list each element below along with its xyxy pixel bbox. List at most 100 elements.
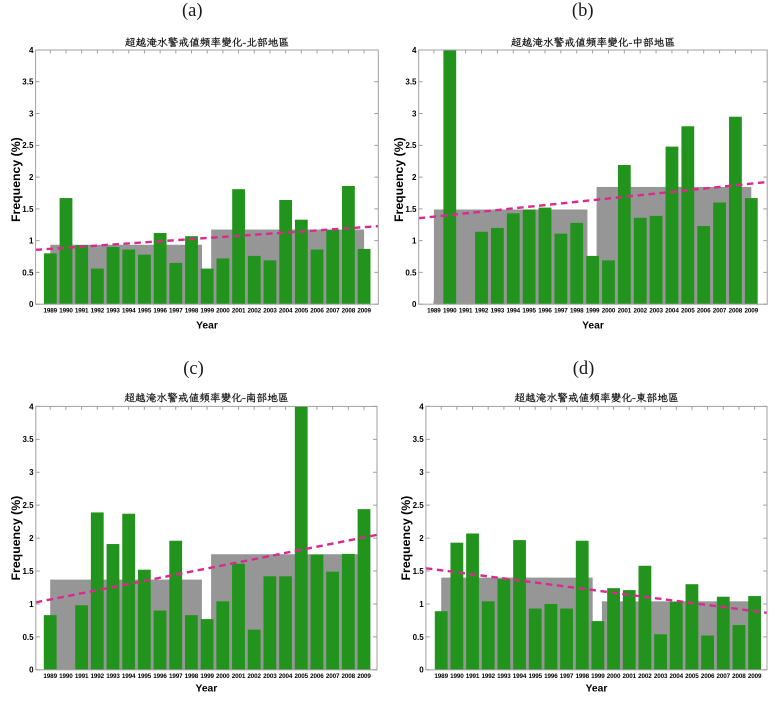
svg-text:1995: 1995 [522,308,536,315]
svg-text:0.5: 0.5 [413,633,425,642]
svg-text:1993: 1993 [497,673,511,680]
svg-text:4: 4 [29,402,34,411]
svg-text:0: 0 [412,300,417,309]
svg-text:3.5: 3.5 [22,78,34,87]
svg-text:2.5: 2.5 [413,501,425,510]
svg-text:1998: 1998 [185,308,199,315]
svg-text:3: 3 [412,109,417,118]
svg-text:1991: 1991 [466,673,480,680]
svg-text:2001: 2001 [618,308,632,315]
svg-text:(a): (a) [182,1,203,21]
svg-text:2000: 2000 [607,673,621,680]
svg-text:1992: 1992 [91,308,105,315]
svg-text:2004: 2004 [279,308,293,315]
svg-text:2009: 2009 [748,673,762,680]
svg-text:1992: 1992 [481,673,495,680]
svg-text:1.5: 1.5 [405,205,417,214]
svg-text:1994: 1994 [122,673,136,680]
svg-text:1990: 1990 [443,308,457,315]
svg-text:1997: 1997 [169,308,183,315]
svg-text:2004: 2004 [665,308,679,315]
svg-text:1: 1 [29,600,34,609]
svg-text:1: 1 [29,237,34,246]
svg-text:2002: 2002 [247,673,261,680]
svg-text:2007: 2007 [326,308,340,315]
svg-text:3: 3 [29,109,34,118]
svg-text:2001: 2001 [232,308,246,315]
svg-text:2005: 2005 [681,308,695,315]
svg-text:1.5: 1.5 [22,567,34,576]
svg-text:3.5: 3.5 [413,435,425,444]
svg-text:2008: 2008 [729,308,743,315]
svg-text:1.5: 1.5 [413,567,425,576]
svg-text:2000: 2000 [216,308,230,315]
svg-text:Year: Year [582,321,604,332]
svg-text:0.5: 0.5 [22,633,34,642]
svg-text:1996: 1996 [544,673,558,680]
svg-text:Year: Year [196,683,218,694]
svg-text:1990: 1990 [59,308,73,315]
svg-text:3: 3 [29,468,34,477]
svg-text:2001: 2001 [232,673,246,680]
svg-text:2002: 2002 [638,673,652,680]
svg-text:2.5: 2.5 [405,141,417,150]
svg-text:1997: 1997 [554,308,568,315]
svg-text:1: 1 [412,237,417,246]
svg-text:1999: 1999 [586,308,600,315]
svg-text:1990: 1990 [450,673,464,680]
svg-text:1997: 1997 [560,673,574,680]
svg-text:1998: 1998 [575,673,589,680]
svg-text:(d): (d) [573,359,595,379]
svg-text:1996: 1996 [538,308,552,315]
svg-text:1995: 1995 [138,308,152,315]
svg-text:1994: 1994 [513,673,527,680]
svg-text:2001: 2001 [622,673,636,680]
svg-text:2008: 2008 [342,308,356,315]
svg-text:2006: 2006 [697,308,711,315]
svg-text:2005: 2005 [295,308,309,315]
svg-text:4: 4 [419,402,424,411]
svg-text:2003: 2003 [263,673,277,680]
svg-text:1999: 1999 [200,308,214,315]
svg-text:2002: 2002 [248,308,262,315]
svg-text:2.5: 2.5 [22,141,34,150]
svg-text:(b): (b) [572,1,594,21]
svg-text:1992: 1992 [475,308,489,315]
svg-text:1994: 1994 [506,308,520,315]
svg-text:1991: 1991 [75,673,89,680]
svg-text:2: 2 [419,534,424,543]
svg-text:1989: 1989 [44,308,58,315]
svg-text:2006: 2006 [310,673,324,680]
svg-text:4: 4 [412,46,417,55]
svg-text:1998: 1998 [570,308,584,315]
svg-text:0: 0 [419,666,424,675]
svg-text:2003: 2003 [649,308,663,315]
svg-text:2005: 2005 [685,673,699,680]
svg-text:0: 0 [29,300,34,309]
svg-text:2009: 2009 [357,308,371,315]
svg-text:2.5: 2.5 [22,501,34,510]
svg-text:1998: 1998 [185,673,199,680]
svg-text:2005: 2005 [294,673,308,680]
svg-text:2000: 2000 [602,308,616,315]
svg-text:1991: 1991 [459,308,473,315]
svg-text:2003: 2003 [654,673,668,680]
svg-text:2: 2 [412,173,417,182]
svg-text:Frequency (%): Frequency (%) [399,496,413,581]
svg-text:1996: 1996 [153,673,167,680]
svg-text:0.5: 0.5 [405,268,417,277]
svg-text:2008: 2008 [732,673,746,680]
svg-text:1996: 1996 [153,308,167,315]
svg-text:2008: 2008 [342,673,356,680]
svg-text:2009: 2009 [745,308,759,315]
svg-text:1.5: 1.5 [22,205,34,214]
svg-text:1991: 1991 [75,308,89,315]
svg-text:1995: 1995 [528,673,542,680]
svg-text:(c): (c) [183,359,204,379]
svg-text:Year: Year [586,683,608,694]
svg-text:2004: 2004 [669,673,683,680]
svg-text:1989: 1989 [427,308,441,315]
svg-text:0: 0 [29,666,34,675]
svg-text:1989: 1989 [43,673,57,680]
svg-text:1993: 1993 [106,308,120,315]
